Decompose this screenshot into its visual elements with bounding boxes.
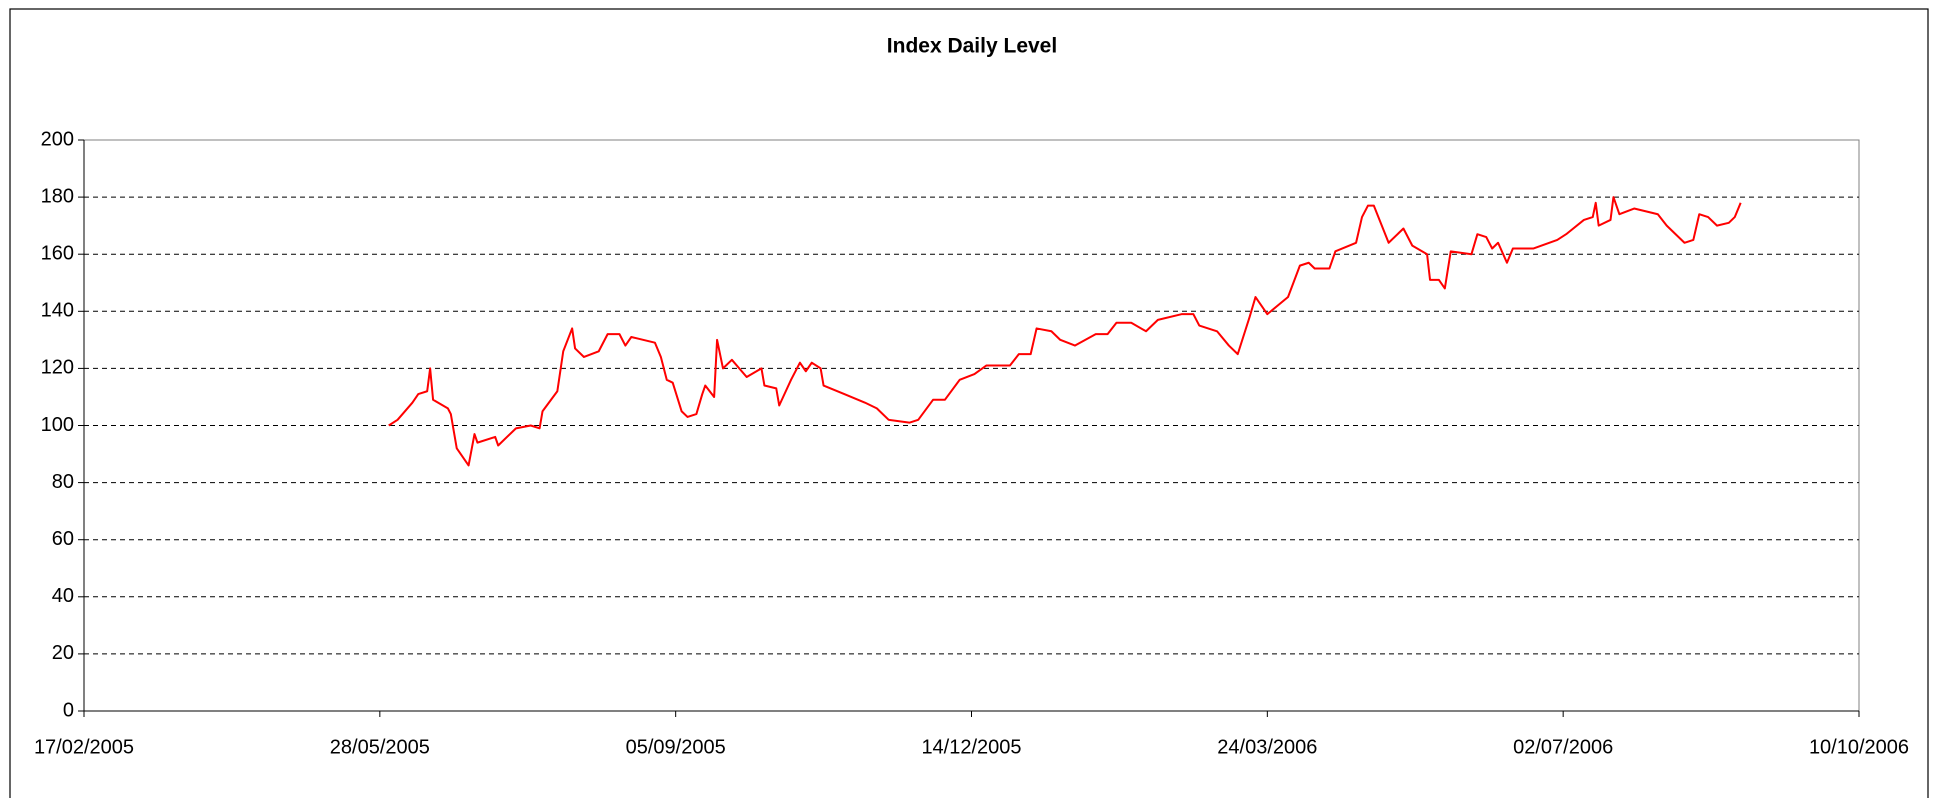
y-tick-label: 120 [41,357,74,379]
data-line [388,196,1742,467]
y-tick-label: 20 [52,642,74,664]
x-tick-label: 10/10/2006 [1809,736,1909,758]
x-tick-label: 05/09/2005 [626,736,726,758]
y-tick-label: 80 [52,471,74,493]
y-tick-label: 140 [41,300,74,322]
x-tick-label: 17/02/2005 [34,736,134,758]
x-tick-label: 24/03/2006 [1217,736,1317,758]
x-tick-label: 28/05/2005 [330,736,430,758]
chart-title: Index Daily Level [887,35,1057,58]
x-tick-label: 14/12/2005 [921,736,1021,758]
y-tick-label: 40 [52,585,74,607]
y-tick-label: 180 [41,185,74,207]
y-tick-label: 200 [41,128,74,150]
y-tick-label: 160 [41,242,74,264]
y-tick-label: 0 [63,699,74,721]
y-tick-label: 100 [41,414,74,436]
x-tick-label: 02/07/2006 [1513,736,1613,758]
y-tick-label: 60 [52,528,74,550]
chart-border [9,8,1929,798]
